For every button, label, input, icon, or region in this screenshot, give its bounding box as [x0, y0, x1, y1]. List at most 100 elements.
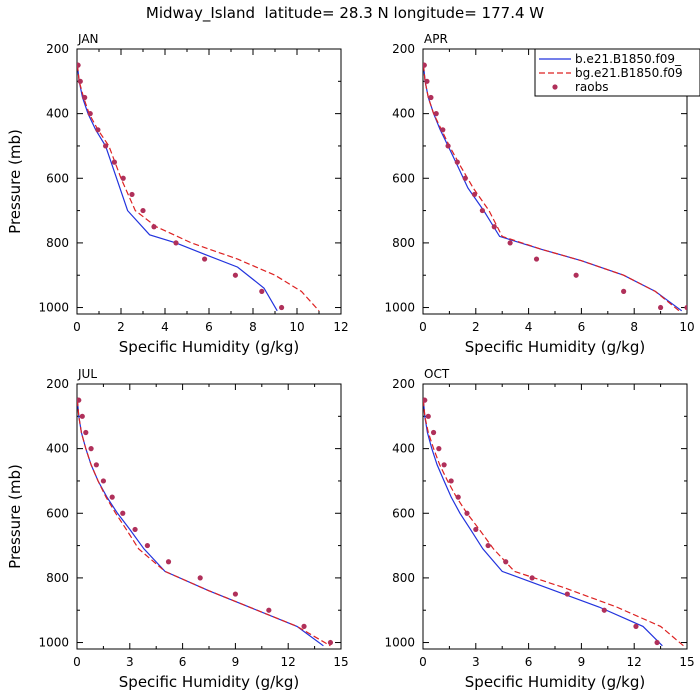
plot-area	[423, 62, 687, 312]
raobs-point	[301, 623, 307, 629]
y-tick-label: 400	[392, 107, 415, 121]
panel-jan: JAN 200 400 600 800 1000 0 2 4 6 8 10 12 Specific Hum…	[6, 32, 349, 356]
raobs-point	[77, 62, 81, 68]
x-axis-label: Specific Humidity (g/kg)	[119, 673, 299, 691]
x-tick-label: 12	[281, 655, 296, 669]
raobs-point	[423, 397, 428, 403]
panel-label: JAN	[77, 32, 99, 46]
y-tick-label: 200	[46, 377, 69, 391]
raobs-point	[428, 94, 434, 101]
raobs-point	[448, 478, 454, 484]
legend-label: bg.e21.B1850.f09	[575, 66, 683, 80]
x-tick-label: 0	[419, 655, 427, 669]
raobs-point	[479, 207, 485, 214]
raobs-point	[95, 127, 101, 133]
raobs-point	[491, 224, 497, 230]
panel-jul: JUL 200 400 600 800 1000 0 3 6 9 12 15 Specific Humi…	[6, 367, 349, 691]
y-tick-label: 400	[46, 107, 69, 121]
raobs-point	[87, 111, 93, 117]
y-tick-label: 1000	[38, 636, 69, 650]
x-axis-label: Specific Humidity (g/kg)	[119, 338, 299, 356]
raobs-point	[109, 494, 115, 500]
panel-label: JUL	[77, 367, 97, 381]
x-tick-label: 6	[205, 320, 213, 334]
raobs-point	[79, 413, 85, 419]
raobs-point	[473, 526, 479, 533]
raobs-point	[77, 397, 82, 403]
raobs-point	[485, 542, 491, 549]
raobs-point	[533, 256, 540, 262]
raobs-point	[93, 462, 99, 468]
raobs-point	[440, 127, 446, 133]
raobs-point	[232, 272, 238, 278]
x-tick-label: 0	[73, 655, 81, 669]
y-tick-label: 200	[392, 42, 415, 56]
x-tick-label: 10	[289, 320, 304, 334]
raobs-point	[77, 78, 83, 84]
x-tick-label: 9	[232, 655, 240, 669]
raobs-point	[425, 413, 431, 419]
raobs-point	[151, 224, 157, 230]
raobs-point	[507, 240, 513, 246]
x-tick-label: 3	[472, 655, 480, 669]
x-tick-label: 2	[117, 320, 125, 334]
raobs-point	[140, 207, 146, 214]
raobs-point	[433, 111, 439, 117]
x-tick-label: 6	[525, 655, 533, 669]
raobs-point	[455, 494, 461, 500]
y-tick-label: 600	[46, 506, 69, 520]
raobs-point	[436, 446, 442, 452]
x-tick-label: 10	[679, 320, 694, 334]
legend-label: raobs	[575, 80, 609, 94]
x-tick-label: 4	[525, 320, 533, 334]
plot-area	[77, 397, 334, 647]
y-tick-label: 400	[46, 442, 69, 456]
x-tick-label: 3	[126, 655, 134, 669]
series-line-b	[77, 65, 278, 312]
raobs-point	[464, 510, 470, 516]
raobs-point	[564, 591, 570, 597]
series-line-bg	[77, 65, 320, 312]
y-tick-label: 1000	[38, 301, 69, 315]
y-tick-label: 800	[46, 236, 69, 250]
x-tick-label: 6	[578, 320, 586, 334]
y-tick-label: 1000	[384, 301, 415, 315]
raobs-point	[82, 94, 88, 101]
raobs-point	[441, 462, 447, 468]
x-tick-label: 6	[179, 655, 187, 669]
raobs-point	[103, 143, 109, 149]
raobs-point	[144, 542, 150, 549]
raobs-point	[202, 256, 208, 262]
y-tick-label: 800	[46, 571, 69, 585]
raobs-point	[423, 62, 427, 68]
y-tick-label: 600	[392, 506, 415, 520]
x-tick-label: 12	[333, 320, 348, 334]
x-tick-label: 8	[249, 320, 257, 334]
raobs-point	[424, 78, 430, 84]
raobs-point	[232, 591, 238, 597]
raobs-point	[529, 575, 535, 581]
panel-label: OCT	[424, 367, 450, 381]
legend-swatch-raobs	[552, 84, 558, 90]
y-tick-label: 1000	[384, 636, 415, 650]
raobs-point	[654, 639, 660, 646]
x-tick-label: 2	[472, 320, 480, 334]
legend-label: b.e21.B1850.f09_	[575, 52, 682, 66]
raobs-point	[503, 559, 509, 565]
y-tick-label: 800	[392, 236, 415, 250]
x-tick-label: 8	[630, 320, 638, 334]
raobs-point	[471, 191, 478, 198]
x-tick-label: 0	[73, 320, 81, 334]
raobs-point	[120, 175, 126, 181]
raobs-point	[454, 159, 460, 165]
panel-label: APR	[424, 32, 448, 46]
y-tick-label: 200	[392, 377, 415, 391]
series-line-bg	[423, 65, 680, 312]
raobs-point	[658, 304, 664, 311]
raobs-point	[327, 639, 334, 646]
raobs-point	[111, 159, 117, 165]
